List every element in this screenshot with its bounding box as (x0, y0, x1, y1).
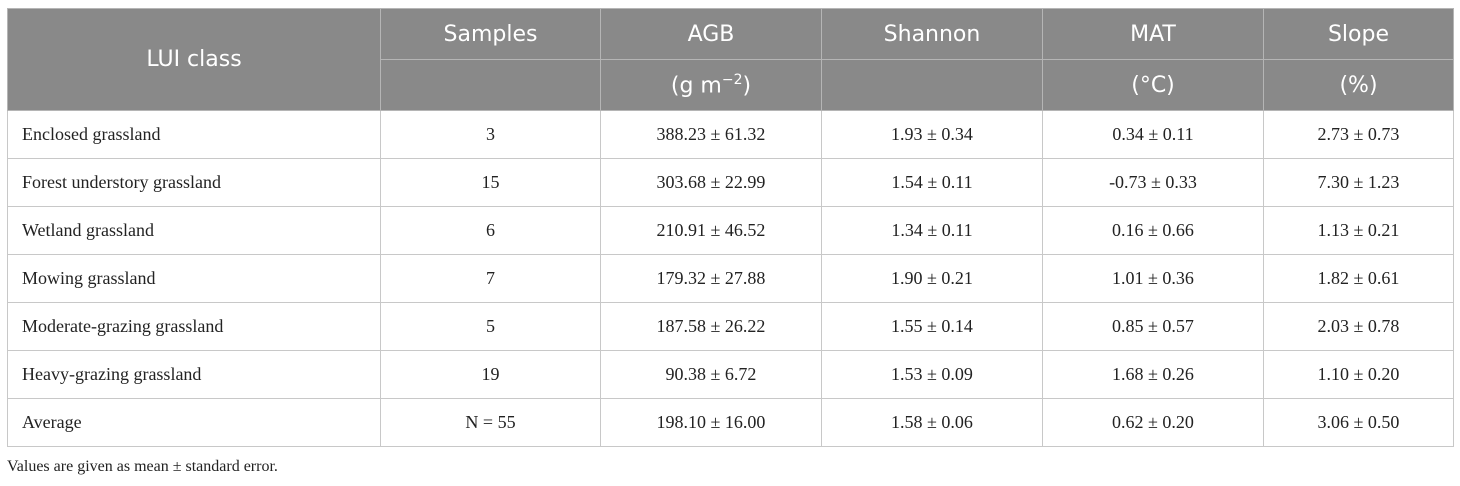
table-cell: 1.01 ± 0.36 (1042, 254, 1264, 303)
unit-text: (°C) (1131, 72, 1175, 98)
table-cell: 2.73 ± 0.73 (1263, 110, 1454, 159)
table-cell: 1.13 ± 0.21 (1263, 206, 1454, 255)
table-row: Moderate-grazing grassland 5 187.58 ± 26.2… (7, 302, 1454, 351)
table-cell: 198.10 ± 16.00 (600, 398, 822, 447)
column-header: Slope (1263, 8, 1454, 60)
table-cell: 179.32 ± 27.88 (600, 254, 822, 303)
header-unit-row: (g m−2) (°C) (%) (8, 59, 1454, 111)
row-label: Heavy-grazing grassland (7, 350, 381, 399)
column-unit (821, 59, 1043, 111)
table-cell: 3 (380, 110, 601, 159)
table-cell: N = 55 (380, 398, 601, 447)
table-cell: -0.73 ± 0.33 (1042, 158, 1264, 207)
table-cell: 1.93 ± 0.34 (821, 110, 1043, 159)
unit-exponent: −2 (721, 71, 743, 88)
column-header: Samples (380, 8, 601, 60)
data-table: LUI class Samples AGB Shannon MAT Slope (g m−2… (7, 8, 1454, 447)
table-cell: 210.91 ± 46.52 (600, 206, 822, 255)
table-cell: 7 (380, 254, 601, 303)
table-row: Mowing grassland 7 179.32 ± 27.88 1.90 ± 0.… (7, 254, 1454, 303)
unit-text: ) (742, 73, 752, 99)
table-cell: 90.38 ± 6.72 (600, 350, 822, 399)
column-unit (380, 59, 601, 111)
table-cell: 1.58 ± 0.06 (821, 398, 1043, 447)
table-cell: 303.68 ± 22.99 (600, 158, 822, 207)
column-header: MAT (1042, 8, 1264, 60)
row-label: Wetland grassland (7, 206, 381, 255)
table-row: Wetland grassland 6 210.91 ± 46.52 1.34 ± 0… (7, 206, 1454, 255)
table-cell: 7.30 ± 1.23 (1263, 158, 1454, 207)
table-cell: 0.85 ± 0.57 (1042, 302, 1264, 351)
table-cell: 1.90 ± 0.21 (821, 254, 1043, 303)
row-label: Moderate-grazing grassland (7, 302, 381, 351)
table-header: LUI class Samples AGB Shannon MAT Slope (g m−2… (7, 8, 1454, 111)
column-header: AGB (600, 8, 822, 60)
row-label: Enclosed grassland (7, 110, 381, 159)
column-unit: (g m−2) (600, 59, 822, 111)
table-cell: 1.54 ± 0.11 (821, 158, 1043, 207)
table-body: Enclosed grassland 3 388.23 ± 61.32 1.93 ± … (7, 110, 1454, 447)
table-row: Enclosed grassland 3 388.23 ± 61.32 1.93 ± … (7, 110, 1454, 159)
column-unit: (°C) (1042, 59, 1264, 111)
unit-text: (%) (1339, 72, 1378, 98)
table-cell: 1.53 ± 0.09 (821, 350, 1043, 399)
table-cell: 2.03 ± 0.78 (1263, 302, 1454, 351)
footnote: Values are given as mean ± standard erro… (7, 458, 278, 475)
table-cell: 1.68 ± 0.26 (1042, 350, 1264, 399)
column-header: LUI class (7, 8, 381, 111)
table-cell: 388.23 ± 61.32 (600, 110, 822, 159)
table-cell: 187.58 ± 26.22 (600, 302, 822, 351)
column-header: Shannon (821, 8, 1043, 60)
table-cell: 6 (380, 206, 601, 255)
table-cell: 0.16 ± 0.66 (1042, 206, 1264, 255)
table-cell: 0.62 ± 0.20 (1042, 398, 1264, 447)
table-cell: 1.82 ± 0.61 (1263, 254, 1454, 303)
table-cell: 1.10 ± 0.20 (1263, 350, 1454, 399)
header-row: LUI class Samples AGB Shannon MAT Slope (7, 8, 1454, 111)
row-label: Forest understory grassland (7, 158, 381, 207)
table-cell: 0.34 ± 0.11 (1042, 110, 1264, 159)
column-unit: (%) (1263, 59, 1454, 111)
table-row: Forest understory grassland 15 303.68 ± 22… (7, 158, 1454, 207)
row-label: Mowing grassland (7, 254, 381, 303)
table-cell: 19 (380, 350, 601, 399)
table-cell: 3.06 ± 0.50 (1263, 398, 1454, 447)
table-wrapper: LUI class Samples AGB Shannon MAT Slope (g m−2… (7, 8, 1454, 447)
table-cell: 1.55 ± 0.14 (821, 302, 1043, 351)
unit-text: (g m (670, 73, 722, 99)
table-cell: 1.34 ± 0.11 (821, 206, 1043, 255)
table-row: Average N = 55 198.10 ± 16.00 1.58 ± 0.06 0.… (7, 398, 1454, 447)
row-label: Average (7, 398, 381, 447)
table-row: Heavy-grazing grassland 19 90.38 ± 6.72 1.5… (7, 350, 1454, 399)
table-cell: 5 (380, 302, 601, 351)
table-cell: 15 (380, 158, 601, 207)
